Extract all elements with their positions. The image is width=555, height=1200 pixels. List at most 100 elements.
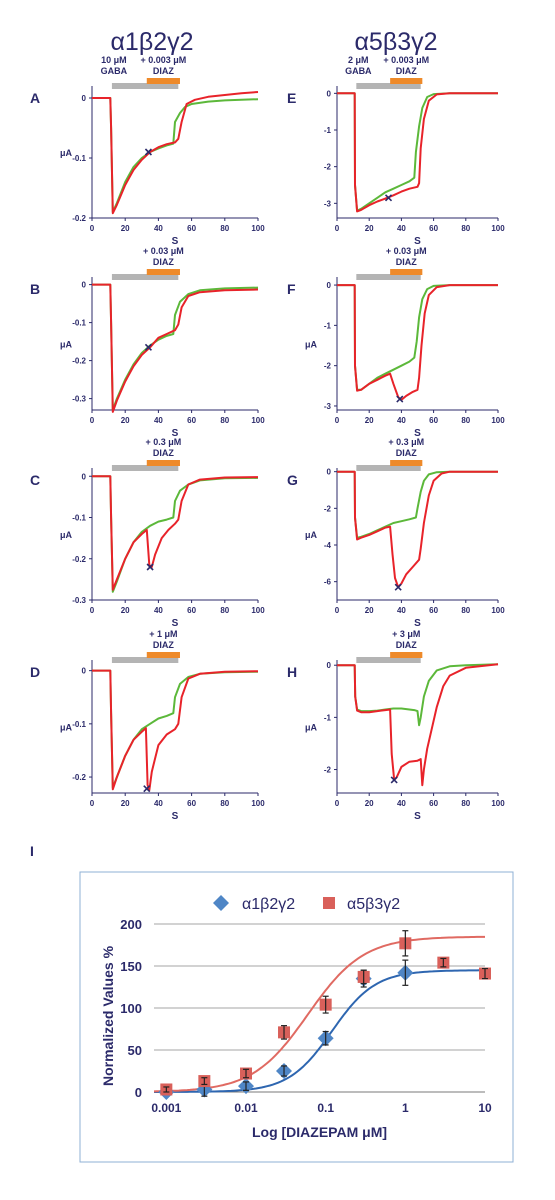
trace-red [337, 663, 499, 787]
x-tick-label: 80 [220, 416, 229, 425]
x-tick-label: 60 [429, 606, 438, 615]
y-tick-label: 0 [327, 281, 332, 290]
y-tick-label: -2 [324, 163, 332, 172]
peak-marker [390, 776, 398, 784]
legend-marker-diamond [213, 895, 229, 911]
y-axis-label: Normalized Values % [100, 945, 116, 1086]
diaz-bar [146, 269, 180, 275]
y-axis-label: μA [60, 340, 73, 350]
diaz-bar [146, 652, 180, 658]
panel-letter: F [287, 281, 296, 297]
gaba-bar [356, 657, 421, 663]
x-tick-label: 0 [90, 606, 95, 615]
y-tick-label: 0 [82, 472, 87, 481]
x-tick-label: 0 [335, 606, 340, 615]
x-tick-label: 100 [491, 799, 505, 808]
y-tick-label: 50 [128, 1043, 142, 1058]
x-tick-label: 20 [121, 224, 130, 233]
y-tick-label: -0.1 [72, 154, 86, 163]
peak-marker [143, 785, 151, 793]
y-tick-label: 150 [120, 959, 142, 974]
trace-green [337, 284, 498, 391]
x-tick-label: 100 [251, 606, 265, 615]
peak-marker [144, 148, 153, 156]
x-tick-label: 100 [491, 606, 505, 615]
diaz-label: DIAZ [396, 640, 417, 650]
x-tick-label: 80 [220, 606, 229, 615]
x-axis-label: S [414, 618, 421, 629]
x-axis-label: S [414, 811, 421, 822]
x-tick-label: 60 [187, 416, 196, 425]
trace-green [92, 283, 259, 411]
legend-marker-square [323, 897, 335, 909]
x-tick-label: 20 [365, 606, 374, 615]
x-tick-label: 100 [491, 224, 505, 233]
panel-letter: A [30, 90, 40, 106]
y-tick-label: 0 [82, 667, 87, 676]
diaz-label: + 0.03 μM [143, 246, 184, 256]
y-tick-label: 0 [82, 281, 87, 290]
gaba-bar [356, 465, 421, 471]
diaz-label: DIAZ [153, 257, 174, 267]
x-tick-label: 20 [365, 799, 374, 808]
trace-red [337, 92, 498, 213]
gaba-bar [356, 83, 421, 89]
panel-letter: D [30, 664, 40, 680]
gaba-bar [111, 657, 179, 663]
diaz-label: + 0.003 μM [383, 55, 429, 65]
y-axis-label: μA [60, 148, 73, 158]
peak-marker [394, 583, 402, 591]
trace-red [337, 470, 498, 589]
diaz-bar [390, 78, 423, 84]
x-tick-label: 60 [429, 799, 438, 808]
y-tick-label: -1 [324, 321, 332, 330]
x-tick-label: 0 [90, 416, 95, 425]
y-tick-label: 200 [120, 917, 142, 932]
x-tick-label: 20 [365, 416, 374, 425]
diaz-label: DIAZ [153, 448, 174, 458]
diaz-bar [390, 269, 423, 275]
trace-green [92, 475, 259, 593]
x-tick-label: 0 [335, 416, 340, 425]
diaz-label: + 3 μM [392, 629, 420, 639]
diaz-label: + 1 μM [149, 629, 177, 639]
diaz-bar [390, 652, 423, 658]
x-tick-label: 20 [121, 416, 130, 425]
x-tick-label: 0 [335, 799, 340, 808]
gaba-bar [111, 465, 179, 471]
trace-red [92, 283, 259, 413]
x-tick-label: 0 [90, 799, 95, 808]
x-tick-label: 0.01 [234, 1101, 258, 1115]
trace-green [337, 470, 498, 539]
x-tick-label: 20 [121, 799, 130, 808]
x-axis-label: S [172, 811, 179, 822]
x-tick-label: 80 [220, 799, 229, 808]
diaz-bar [146, 460, 180, 466]
header-right: α5β3γ2 [354, 28, 437, 56]
y-tick-label: -0.1 [72, 514, 86, 523]
y-axis-label: μA [305, 530, 318, 540]
y-tick-label: 0 [327, 661, 332, 670]
gaba-label: 10 μM [101, 55, 127, 65]
diaz-bar [390, 460, 423, 466]
legend-label: α1β2γ2 [242, 896, 295, 913]
gaba-label: GABA [345, 66, 372, 76]
x-tick-label: 20 [121, 606, 130, 615]
x-tick-label: 40 [154, 224, 163, 233]
y-tick-label: -3 [324, 199, 332, 208]
x-axis-label: Log [DIAZEPAM μM] [252, 1124, 387, 1140]
y-axis-label: μA [60, 530, 73, 540]
trace-green [337, 92, 498, 212]
diaz-label: + 0.3 μM [388, 437, 424, 447]
trace-green [92, 97, 259, 213]
diaz-label: DIAZ [153, 66, 174, 76]
